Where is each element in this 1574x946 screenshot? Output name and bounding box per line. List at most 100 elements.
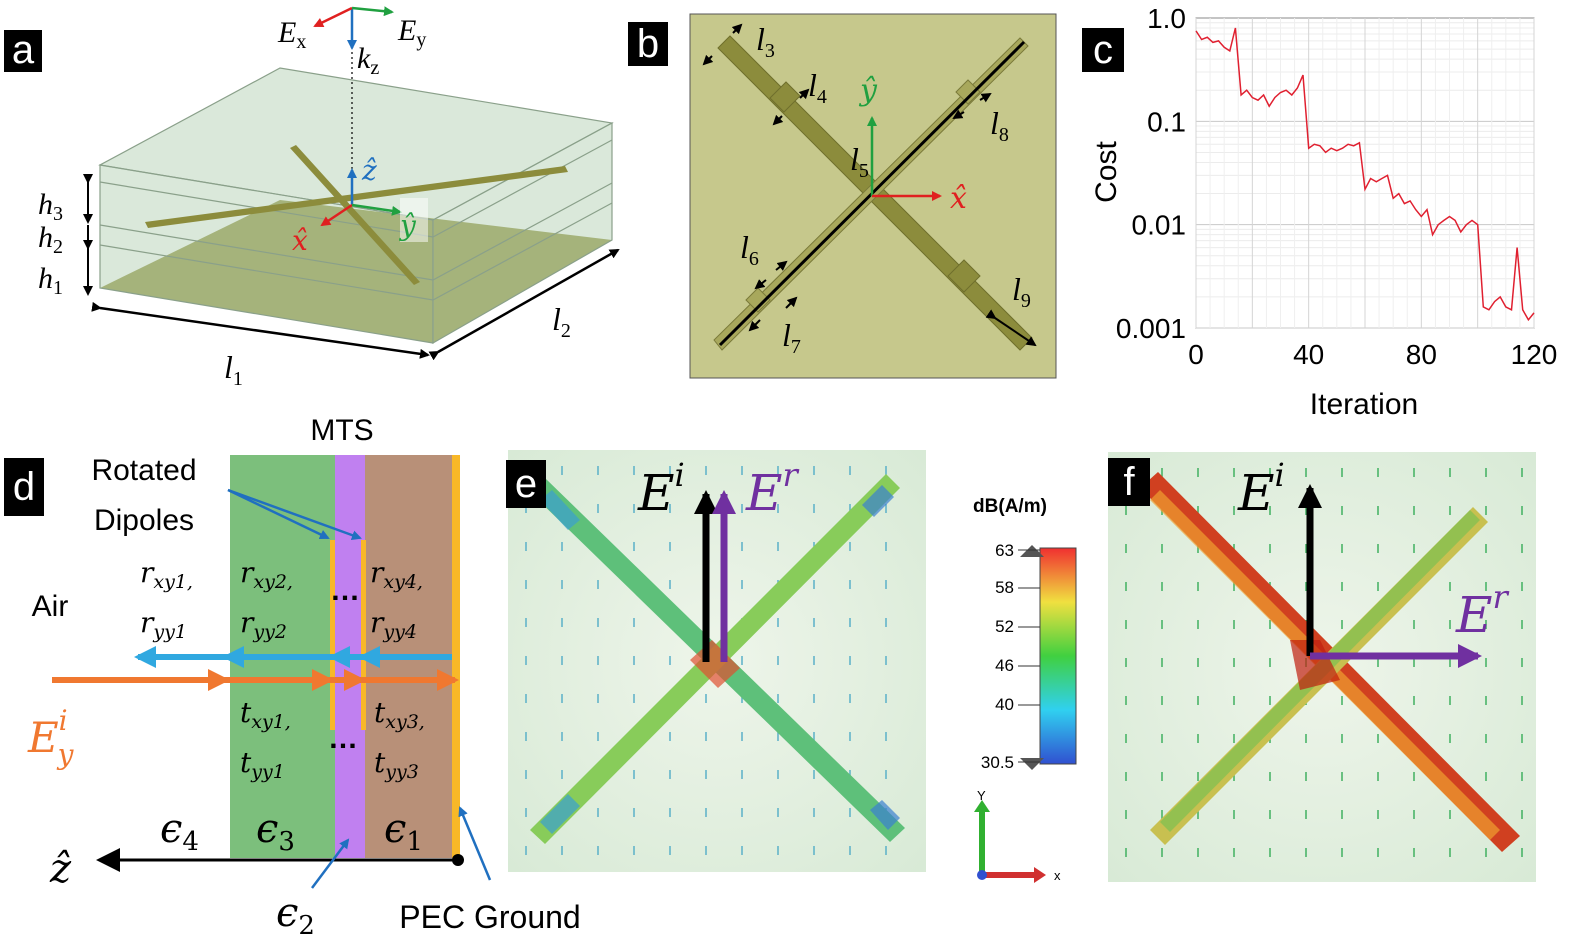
x-tick-label: 120 (1511, 339, 1558, 370)
origin-dot (452, 854, 464, 866)
yhat-bg (400, 198, 428, 242)
incident-field-label: Ei y (27, 704, 75, 771)
panel-f: Ei Er f (1108, 452, 1536, 882)
x-tick-label: 0 (1188, 339, 1204, 370)
kz-label: kz (357, 42, 379, 79)
panel-e-letter: e (515, 462, 537, 506)
panel-b: b ŷ x̂ (628, 13, 1057, 379)
dipoles-label: Dipoles (94, 504, 194, 537)
l6-label: l6 (740, 229, 759, 270)
h1-label: h1 (38, 262, 63, 299)
ex-label: Ex (277, 16, 306, 53)
cb-tick-30-5: 30.5 (981, 753, 1014, 772)
pec-pointer (458, 806, 492, 881)
triad-z-dot (977, 870, 987, 880)
cb-tick-63: 63 (995, 541, 1014, 560)
r-xy2: rxy2, (240, 556, 293, 593)
triad-y-label: Y (977, 788, 986, 803)
panel-b-badge (628, 22, 668, 66)
h2-label: h2 (38, 221, 63, 258)
colorbar-ticks: 63 58 52 46 40 30.5 (981, 541, 1014, 772)
pointer-dipole-2 (227, 488, 362, 540)
triad-x-head (1034, 867, 1046, 883)
zhat-label-d: ẑ (49, 846, 72, 892)
air-label: Air (32, 590, 69, 623)
dipoles-3d (145, 145, 568, 285)
panel-d-badge (4, 458, 44, 516)
panel-d: d MTS Rotated Dipoles Air rxy1, ryy1 rxy… (4, 414, 581, 941)
cb-tick-46: 46 (995, 656, 1014, 675)
t-yy3: tyy3 (374, 746, 419, 783)
r-xy1: rxy1, (140, 556, 193, 593)
ey-arrow (351, 6, 394, 17)
x-axis-arrow (320, 203, 353, 227)
panel-e: Ei Er e (506, 450, 926, 872)
b-xhat-label: x̂ (950, 181, 967, 216)
r-yy2: ryy2 (240, 606, 287, 643)
eps1-label: ϵ1 (384, 806, 423, 857)
r-xy4: rxy4, (370, 556, 423, 593)
dots-bottom: … (328, 722, 358, 755)
x-tick-labels: 0 40 80 120 (1188, 339, 1557, 370)
colorbar-unit: dB(A/m) (973, 496, 1047, 517)
y-axis-label: Cost (1090, 140, 1123, 202)
eps4-label: ϵ4 (160, 806, 199, 857)
chart-series (1195, 27, 1535, 322)
panel-d-letter: d (13, 465, 35, 509)
yhat-label: ŷ (398, 209, 417, 242)
y-tick-label: 1.0 (1147, 3, 1186, 34)
ey-label: Ey (397, 14, 426, 51)
panel-f-letter: f (1123, 460, 1135, 504)
eps2-label: ϵ2 (276, 890, 315, 941)
panel-a: a Ex Ey kz ẑ x̂ ŷ (4, 6, 620, 390)
l5-label: l5 (850, 141, 869, 182)
l3-label: l3 (756, 21, 775, 62)
mts-label: MTS (310, 414, 373, 447)
cb-tick-52: 52 (995, 617, 1014, 636)
xhat-label: x̂ (292, 224, 308, 257)
colorbar-gradient (1039, 547, 1077, 765)
colorbar-top-marker (1020, 545, 1044, 557)
colorbar-tick-marks (1018, 549, 1040, 763)
colorbar-bottom-marker (1020, 758, 1044, 770)
l2-label: l2 (552, 301, 571, 342)
l7-label: l7 (782, 317, 801, 358)
t-yy1: tyy1 (240, 746, 285, 783)
e-reflected-label: Er (745, 456, 800, 522)
l9-label: l9 (1012, 271, 1031, 312)
panel-c-badge (1082, 28, 1124, 72)
l2-dimension (428, 248, 620, 361)
f-incident-label: Ei (1237, 456, 1285, 522)
series-line-cost (1195, 27, 1535, 322)
field-arrows-background-e (525, 466, 887, 855)
b-yhat-label: ŷ (858, 73, 878, 108)
l4-label: l4 (808, 67, 827, 108)
panel-a-badge (4, 30, 42, 72)
l1-label: l1 (224, 349, 243, 390)
t-xy1: txy1, (240, 696, 291, 733)
y-tick-label: 0.01 (1132, 210, 1187, 241)
l8-label: l8 (990, 105, 1009, 146)
pec-ground-layer (452, 455, 460, 858)
dipole-strip-2 (361, 540, 366, 730)
cb-tick-58: 58 (995, 578, 1014, 597)
y-tick-label: 0.001 (1116, 313, 1186, 344)
pointer-dipole-1 (227, 488, 330, 540)
eps3-label: ϵ3 (256, 806, 295, 857)
triad-x-label: x (1054, 868, 1061, 883)
r-yy1: ryy1 (140, 606, 187, 643)
r-yy4: ryy4 (370, 606, 417, 643)
f-reflected-label: Er (1455, 578, 1510, 644)
x-axis-label: Iteration (1310, 388, 1418, 421)
panel-c-letter: c (1093, 28, 1113, 72)
y-tick-labels: 1.0 0.1 0.01 0.001 (1116, 3, 1186, 344)
y-axis-arrow (351, 203, 402, 216)
x-tick-label: 40 (1293, 339, 1324, 370)
panel-e-badge (506, 460, 546, 508)
eps2-pointer (311, 838, 350, 889)
e-incident-label: Ei (637, 456, 685, 522)
panel-f-badge (1108, 458, 1150, 506)
y-tick-label: 0.1 (1147, 106, 1186, 137)
chart-grid (1195, 18, 1535, 329)
